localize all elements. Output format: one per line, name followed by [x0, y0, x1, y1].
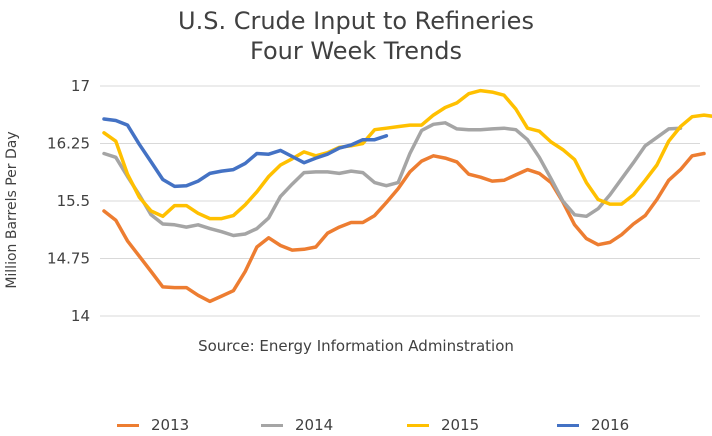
y-tick-label: 17: [71, 77, 90, 95]
legend-label-2016: 2016: [591, 416, 630, 434]
legend-item-2015: 2015: [407, 414, 479, 436]
y-tick-label: 16.25: [47, 135, 90, 153]
series-lines: [102, 88, 712, 304]
chart-subtitle: Four Week Trends: [250, 37, 462, 65]
gridlines: [100, 85, 700, 317]
legend-item-2014: 2014: [261, 414, 333, 436]
y-tick-label: 15.5: [57, 192, 90, 210]
legend-swatch-2013: [117, 423, 139, 427]
legend-label-2013: 2013: [151, 416, 190, 434]
legend-swatch-2014: [261, 423, 283, 427]
chart-title: U.S. Crude Input to Refineries: [178, 7, 534, 35]
legend-swatch-2016: [557, 423, 579, 427]
legend-item-2016: 2016: [557, 414, 629, 436]
y-axis-ticks: 17 16.25 15.5 14.75 14: [47, 77, 90, 325]
source-note: Source: Energy Information Adminstration: [198, 337, 514, 355]
series-line-2013: [102, 151, 706, 304]
series-line-2016: [102, 117, 389, 189]
legend-swatch-2015: [407, 423, 429, 427]
series-line-2015: [102, 88, 712, 221]
legend-item-2013: 2013: [117, 414, 189, 436]
y-tick-label: 14: [71, 307, 90, 325]
legend: 2013 2014 2015 2016: [0, 414, 712, 436]
series-line-2014: [102, 121, 683, 238]
legend-label-2015: 2015: [441, 416, 480, 434]
y-tick-label: 14.75: [47, 250, 90, 268]
legend-label-2014: 2014: [295, 416, 334, 434]
